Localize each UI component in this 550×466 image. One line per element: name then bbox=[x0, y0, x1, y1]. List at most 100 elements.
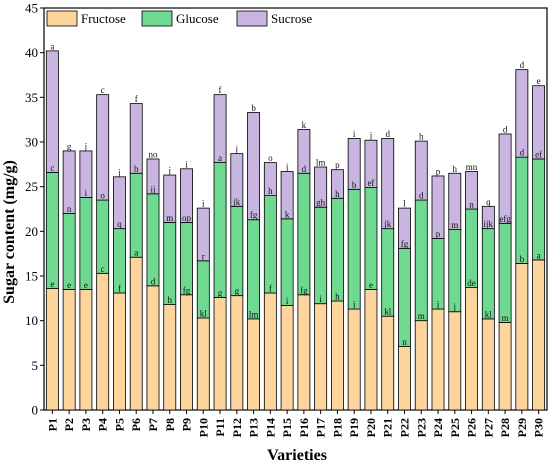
y-axis-title: Sugar content (mg/g) bbox=[1, 160, 18, 304]
bar-sucrose-p19 bbox=[347, 138, 361, 190]
bar-fructose-p29 bbox=[515, 263, 529, 411]
seg-label-fructose-p14: f bbox=[269, 283, 272, 293]
seg-label-glucose-p26: n bbox=[469, 200, 474, 210]
seg-label-sucrose-p27: q bbox=[486, 197, 491, 207]
seg-label-sucrose-p19: i bbox=[353, 129, 356, 139]
x-tick-label-p27: P27 bbox=[481, 418, 495, 437]
seg-label-fructose-p4: c bbox=[101, 264, 105, 274]
seg-label-glucose-p20: ef bbox=[367, 178, 374, 188]
seg-label-sucrose-p28: d bbox=[503, 124, 508, 134]
seg-label-sucrose-p23: h bbox=[419, 132, 424, 142]
bar-sucrose-p4 bbox=[96, 94, 110, 201]
bar-glucose-p25 bbox=[448, 229, 462, 313]
y-tick-label-10: 10 bbox=[25, 313, 38, 328]
seg-label-sucrose-p30: e bbox=[537, 76, 541, 86]
y-tick-label-20: 20 bbox=[25, 224, 38, 239]
seg-label-fructose-p21: kl bbox=[384, 307, 392, 317]
x-tick-label-p12: P12 bbox=[230, 418, 244, 437]
significance-labels: ecaengeijcocfqjabfdijnohmjfgopiklrigafgj… bbox=[50, 41, 542, 347]
x-tick-label-p17: P17 bbox=[314, 418, 328, 437]
x-tick-label-p15: P15 bbox=[280, 418, 294, 437]
bar-glucose-p22 bbox=[398, 247, 411, 347]
seg-label-sucrose-p3: j bbox=[84, 141, 88, 151]
seg-label-glucose-p11: a bbox=[218, 153, 222, 163]
seg-label-sucrose-p14: o bbox=[268, 153, 273, 163]
seg-label-glucose-p25: m bbox=[451, 220, 458, 230]
seg-label-sucrose-p21: d bbox=[385, 129, 390, 139]
bar-fructose-p21 bbox=[381, 315, 395, 411]
bar-sucrose-p11 bbox=[213, 94, 227, 163]
x-tick-label-p21: P21 bbox=[381, 418, 395, 437]
seg-label-fructose-p1: e bbox=[50, 279, 54, 289]
bar-fructose-p16 bbox=[297, 294, 311, 411]
seg-label-glucose-p5: q bbox=[117, 219, 122, 229]
x-tick-label-p10: P10 bbox=[196, 418, 210, 437]
x-tick-label-p16: P16 bbox=[297, 418, 311, 437]
y-tick-label-40: 40 bbox=[25, 45, 38, 60]
seg-label-fructose-p25: j bbox=[453, 302, 457, 312]
legend-label-glucose: Glucose bbox=[176, 11, 219, 26]
seg-label-fructose-p23: m bbox=[418, 311, 425, 321]
seg-label-glucose-p3: i bbox=[85, 188, 88, 198]
seg-label-glucose-p8: m bbox=[166, 213, 173, 223]
bar-glucose-p3 bbox=[79, 196, 93, 290]
seg-label-glucose-p17: gh bbox=[316, 198, 326, 208]
bar-fructose-p9 bbox=[180, 294, 193, 411]
bar-fructose-p28 bbox=[498, 322, 512, 411]
bar-fructose-p7 bbox=[146, 285, 160, 411]
bar-glucose-p1 bbox=[45, 171, 59, 289]
seg-label-glucose-p12: jk bbox=[232, 197, 241, 207]
seg-label-glucose-p22: fg bbox=[401, 239, 409, 249]
bar-sucrose-p26 bbox=[465, 171, 478, 210]
bar-glucose-p18 bbox=[330, 197, 344, 302]
x-tick-label-p13: P13 bbox=[247, 418, 261, 437]
bar-glucose-p11 bbox=[213, 162, 227, 298]
seg-label-fructose-p22: n bbox=[402, 337, 407, 347]
x-tick-label-p23: P23 bbox=[414, 418, 428, 437]
bars bbox=[45, 50, 546, 411]
bar-sucrose-p28 bbox=[498, 133, 512, 224]
seg-label-glucose-p15: k bbox=[285, 209, 290, 219]
seg-label-sucrose-p8: j bbox=[167, 166, 171, 176]
seg-label-fructose-p7: d bbox=[151, 276, 156, 286]
bar-sucrose-p13 bbox=[247, 112, 261, 221]
seg-label-sucrose-p22: l bbox=[403, 199, 406, 209]
bar-sucrose-p5 bbox=[113, 176, 126, 230]
seg-label-fructose-p24: j bbox=[436, 300, 440, 310]
bar-sucrose-p12 bbox=[230, 153, 244, 207]
seg-label-glucose-p16: d bbox=[302, 164, 307, 174]
x-tick-label-p19: P19 bbox=[347, 418, 361, 437]
x-tick-label-p22: P22 bbox=[397, 418, 411, 437]
bar-glucose-p19 bbox=[347, 188, 361, 310]
x-tick-label-p9: P9 bbox=[180, 418, 194, 431]
y-tick-label-15: 15 bbox=[25, 269, 38, 284]
seg-label-fructose-p5: f bbox=[118, 283, 121, 293]
seg-label-fructose-p6: a bbox=[134, 248, 138, 258]
bar-fructose-p27 bbox=[481, 318, 495, 411]
seg-label-sucrose-p5: j bbox=[117, 167, 121, 177]
bar-glucose-p20 bbox=[364, 187, 378, 290]
bar-glucose-p26 bbox=[465, 208, 478, 289]
bar-glucose-p2 bbox=[62, 213, 76, 290]
bar-sucrose-p2 bbox=[62, 150, 76, 214]
seg-label-fructose-p8: h bbox=[168, 295, 173, 305]
bar-glucose-p8 bbox=[163, 221, 177, 305]
seg-label-sucrose-p16: k bbox=[302, 120, 307, 130]
bar-fructose-p13 bbox=[247, 318, 261, 411]
x-tick-label-p26: P26 bbox=[465, 418, 479, 437]
seg-label-fructose-p19: j bbox=[352, 300, 356, 310]
seg-label-glucose-p24: p bbox=[436, 229, 441, 239]
bar-fructose-p8 bbox=[163, 304, 177, 411]
x-tick-label-p25: P25 bbox=[448, 418, 462, 437]
seg-label-fructose-p2: e bbox=[67, 280, 71, 290]
y-tick-label-25: 25 bbox=[25, 179, 38, 194]
bar-glucose-p21 bbox=[381, 228, 395, 317]
bar-glucose-p30 bbox=[532, 158, 546, 261]
bar-sucrose-p6 bbox=[129, 103, 143, 174]
axes: P1 P2 P3 P4 P5 P6 P7 P8 P9 P10 P11 P12 P13 P14 P15 P16 P… bbox=[25, 1, 546, 438]
x-tick-label-p30: P30 bbox=[532, 418, 546, 437]
seg-label-fructose-p26: de bbox=[467, 278, 476, 288]
bar-fructose-p11 bbox=[213, 297, 227, 411]
bar-sucrose-p20 bbox=[364, 139, 378, 188]
bar-fructose-p2 bbox=[62, 288, 76, 411]
